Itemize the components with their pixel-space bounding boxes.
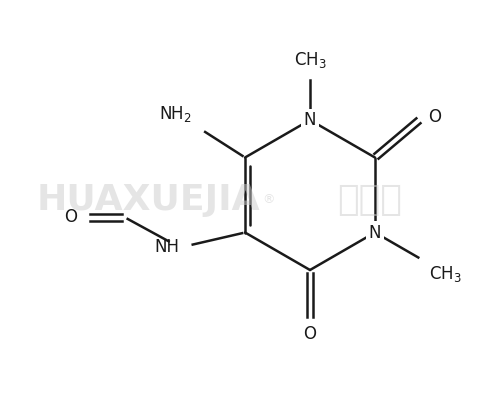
Text: N: N bbox=[304, 111, 316, 129]
Text: N: N bbox=[369, 224, 381, 242]
Text: 化学加: 化学加 bbox=[338, 183, 402, 217]
Text: ®: ® bbox=[262, 194, 274, 206]
Text: O: O bbox=[64, 208, 77, 226]
Text: NH: NH bbox=[154, 238, 179, 256]
Text: O: O bbox=[304, 325, 316, 343]
Text: HUAXUEJIA: HUAXUEJIA bbox=[36, 183, 260, 217]
Text: NH$_2$: NH$_2$ bbox=[159, 104, 192, 124]
Text: CH$_3$: CH$_3$ bbox=[294, 50, 326, 70]
Text: CH$_3$: CH$_3$ bbox=[429, 264, 462, 284]
Text: O: O bbox=[428, 108, 441, 126]
